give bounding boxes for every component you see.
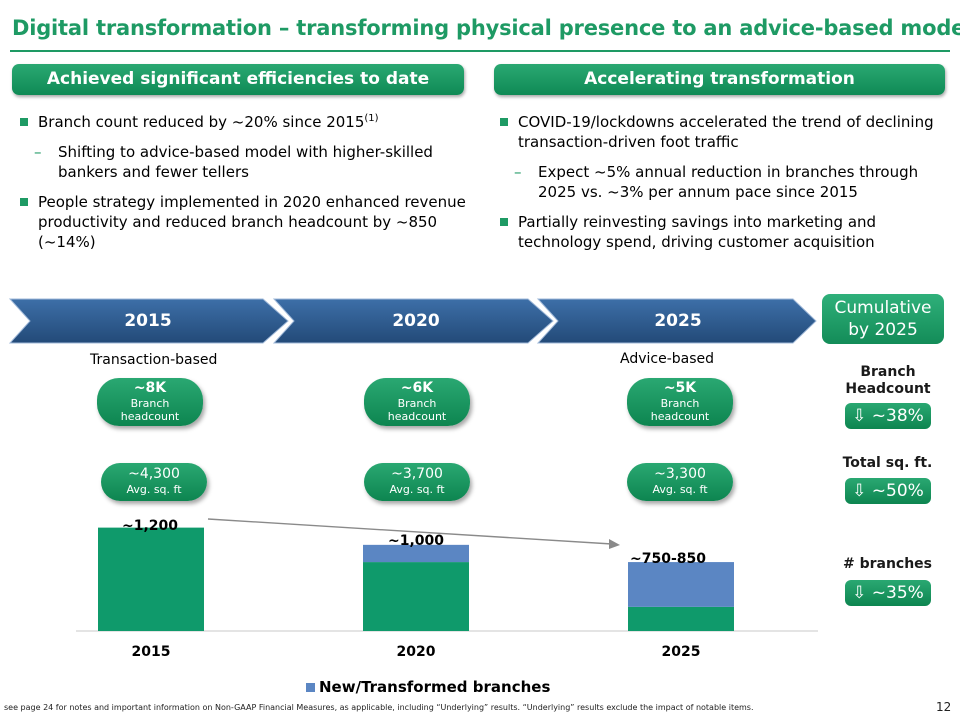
- title-rule: [10, 50, 950, 52]
- page-title: Digital transformation – transforming ph…: [12, 16, 960, 40]
- timeline-arrow-2020: [272, 298, 554, 344]
- legend-swatch-icon: [306, 683, 315, 692]
- page-number: 12: [936, 700, 952, 714]
- x-tick-2025: 2025: [661, 644, 701, 660]
- bar-2025-series-1: [628, 562, 734, 607]
- legend-label: New/Transformed branches: [319, 678, 551, 696]
- cumulative-box: Cumulative by 2025: [822, 294, 944, 344]
- timeline-arrows: [8, 298, 817, 344]
- x-tick-2015: 2015: [131, 644, 171, 660]
- metric-sqft-badge: ⇩ ~50%: [845, 478, 931, 504]
- bullet-square-icon: [20, 118, 28, 126]
- sqft-oval-2020: ~3,700 Avg. sq. ft: [364, 463, 470, 501]
- headcount-oval-2020: ~6K Branch headcount: [364, 378, 470, 426]
- metric-headcount-badge: ⇩ ~38%: [845, 403, 931, 429]
- metric-branches-badge: ⇩ ~35%: [845, 580, 931, 606]
- metric-branches-title: # branches: [842, 556, 933, 572]
- right-subbullet-1: – Expect ~5% annual reduction in branches…: [514, 163, 919, 201]
- timeline-arrow-2025: [536, 298, 817, 344]
- bar-2015-series-0: [98, 527, 204, 631]
- left-section-header: Achieved significant efficiencies to dat…: [12, 64, 464, 95]
- trend-arrow-head: [609, 539, 620, 549]
- sqft-oval-2015: ~4,300 Avg. sq. ft: [101, 463, 207, 501]
- trend-arrow: [207, 518, 613, 545]
- timeline-year-2020: 2020: [392, 311, 440, 331]
- right-bullet-list: COVID-19/lockdowns accelerated the trend…: [500, 112, 943, 262]
- left-bullet-1: Branch count reduced by ~20% since 2015(…: [20, 112, 468, 132]
- right-bullet-2: Partially reinvesting savings into marke…: [500, 212, 943, 252]
- metric-sqft-title: Total sq. ft.: [842, 455, 933, 471]
- left-bullet-2: People strategy implemented in 2020 enha…: [20, 192, 468, 252]
- headcount-oval-2025: ~5K Branch headcount: [627, 378, 733, 426]
- left-bullet-list: Branch count reduced by ~20% since 2015(…: [20, 112, 468, 262]
- advice-based-note: Advice-based: [620, 351, 715, 367]
- footnote: see page 24 for notes and important info…: [4, 703, 754, 712]
- timeline-arrow-2015: [8, 298, 289, 344]
- bar-label-2015: ~1,200: [121, 518, 178, 534]
- bar-2020-series-0: [363, 562, 469, 631]
- bar-2020-series-1: [363, 544, 469, 563]
- transaction-based-note: Transaction-based: [90, 352, 218, 368]
- chart-bars: [98, 527, 734, 631]
- bar-label-2020: ~1,000: [387, 533, 444, 549]
- bar-label-2025: ~750-850: [630, 551, 706, 567]
- dash-icon: –: [514, 163, 522, 181]
- bullet-square-icon: [500, 218, 508, 226]
- timeline-year-2015: 2015: [124, 311, 172, 331]
- right-bullet-1: COVID-19/lockdowns accelerated the trend…: [500, 112, 943, 152]
- branch-count-chart: [76, 518, 818, 632]
- metric-headcount-title: Branch Headcount: [845, 364, 931, 397]
- x-tick-2020: 2020: [396, 644, 436, 660]
- bullet-square-icon: [500, 118, 508, 126]
- bar-2025-series-0: [628, 606, 734, 631]
- left-subbullet-1: – Shifting to advice-based model with hig…: [34, 143, 433, 181]
- headcount-oval-2015: ~8K Branch headcount: [97, 378, 203, 426]
- sqft-oval-2025: ~3,300 Avg. sq. ft: [627, 463, 733, 501]
- bullet-square-icon: [20, 198, 28, 206]
- dash-icon: –: [34, 143, 42, 161]
- timeline-year-2025: 2025: [654, 311, 702, 331]
- right-section-header: Accelerating transformation: [494, 64, 945, 95]
